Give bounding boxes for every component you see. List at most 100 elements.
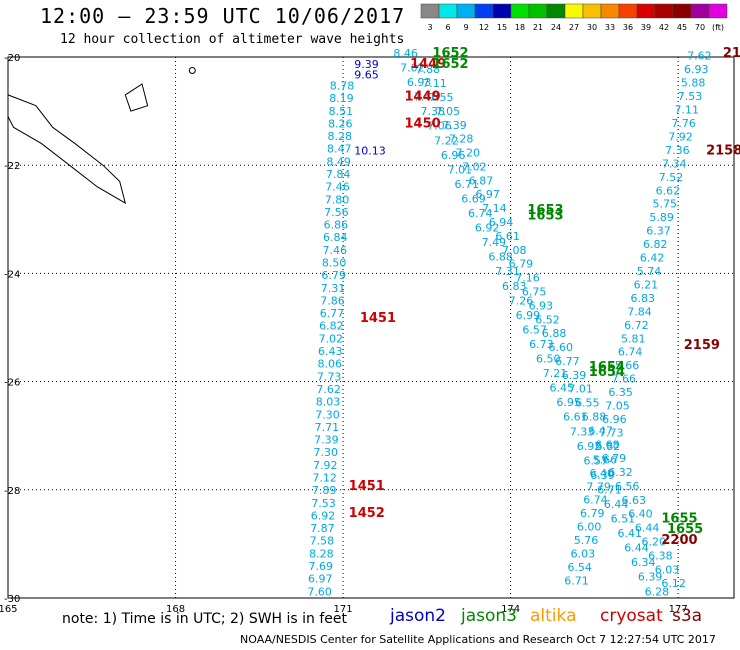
track-label-jason3: 1652 bbox=[432, 57, 468, 72]
colorbar-swatch bbox=[474, 3, 494, 19]
plot-frame bbox=[7, 56, 735, 599]
track-label-jason3: 1652 bbox=[432, 46, 468, 61]
swh-value-diag-a: 6.73 bbox=[529, 338, 554, 351]
colorbar-swatch bbox=[510, 3, 530, 19]
swh-value-right: 5.66 bbox=[615, 359, 640, 372]
swh-value-diag-b: 7.55 bbox=[429, 91, 454, 104]
swh-value-left: 8.28 bbox=[328, 130, 353, 143]
swh-value-right: 7.34 bbox=[662, 157, 687, 170]
colorbar-label: 33 bbox=[605, 23, 615, 32]
swh-value-left: 7.12 bbox=[312, 471, 337, 484]
swh-value-left: 7.30 bbox=[314, 446, 339, 459]
swh-value-right: 6.54 bbox=[567, 561, 592, 574]
swh-value-left: 7.46 bbox=[322, 244, 347, 257]
swh-value-diag-b: 7.08 bbox=[502, 244, 527, 257]
swh-value-diag-a: 8.46 bbox=[393, 47, 418, 60]
swh-value-left: 6.97 bbox=[308, 573, 333, 586]
track-label-cryosat: 1452 bbox=[349, 506, 385, 521]
swh-value-diag-a: 7.26 bbox=[509, 294, 534, 307]
colorbar-swatch bbox=[636, 3, 656, 19]
swh-value-diag-a: 6.74 bbox=[468, 207, 493, 220]
swh-value-diag-b: 6.68 bbox=[595, 438, 620, 451]
y-tick-label: -24 bbox=[4, 269, 20, 280]
swh-value-diag-a: 7.02 bbox=[400, 62, 425, 75]
swh-value-diag-a: 6.51 bbox=[611, 513, 636, 526]
swh-value-diag-a: 6.39 bbox=[638, 571, 663, 584]
swh-value-right: 7.92 bbox=[668, 130, 693, 143]
x-tick-label: 168 bbox=[166, 604, 185, 615]
swh-value-diag-a: 6.44 bbox=[624, 542, 649, 555]
colorbar-swatch bbox=[690, 3, 710, 19]
swh-value-diag-b: 6.38 bbox=[648, 549, 673, 562]
swh-value-diag-b: 6.32 bbox=[608, 466, 633, 479]
swh-value-left: 7.86 bbox=[320, 294, 345, 307]
swh-value-left: 8.78 bbox=[330, 79, 355, 92]
swh-value-diag-a: 6.88 bbox=[488, 251, 513, 264]
swh-value-left: 6.79 bbox=[321, 269, 346, 282]
swh-value-right: 6.72 bbox=[624, 319, 649, 332]
swh-value-left: 6.43 bbox=[318, 345, 343, 358]
swh-value-diag-b: 6.79 bbox=[602, 452, 627, 465]
swh-value-left: 7.39 bbox=[314, 434, 339, 447]
swh-value-left: 6.77 bbox=[320, 307, 345, 320]
colorbar-label: 21 bbox=[533, 23, 543, 32]
swh-value-diag-b: 6.61 bbox=[495, 230, 519, 243]
swh-value-diag-b: 6.60 bbox=[549, 341, 574, 354]
track-label-s3a: 2158 bbox=[706, 143, 740, 158]
swh-value-right: 7.84 bbox=[627, 305, 652, 318]
swh-value-right: 5.88 bbox=[681, 77, 706, 90]
y-tick-label: -20 bbox=[4, 53, 20, 64]
colorbar-swatch bbox=[456, 3, 476, 19]
swh-value-diag-a: 7.49 bbox=[482, 236, 507, 249]
swh-value-left: 8.19 bbox=[329, 92, 354, 105]
colorbar-label: 30 bbox=[587, 23, 597, 32]
swh-value-left: 7.02 bbox=[319, 332, 344, 345]
swh-value-left: 6.92 bbox=[311, 509, 336, 522]
swh-value-diag-a: 6.44 bbox=[604, 498, 629, 511]
track-label-s3a: 2200 bbox=[661, 533, 697, 548]
colorbar-swatch bbox=[564, 3, 584, 19]
swh-value-right: 5.74 bbox=[637, 265, 662, 278]
swh-value-right: 7.05 bbox=[605, 400, 630, 413]
colorbar-label: 12 bbox=[479, 23, 489, 32]
colorbar-label: 27 bbox=[569, 23, 579, 32]
track-label-jason2: 9.65 bbox=[354, 69, 379, 82]
swh-value-right: 5.81 bbox=[621, 332, 646, 345]
swh-value-right: 6.83 bbox=[630, 292, 655, 305]
track-label-jason3: 1655 bbox=[667, 522, 703, 537]
swh-value-diag-b: 6.63 bbox=[622, 494, 647, 507]
swh-value-diag-b: 6.52 bbox=[535, 313, 560, 326]
swh-value-diag-a: 6.57 bbox=[584, 454, 609, 467]
swh-value-left: 8.49 bbox=[326, 155, 351, 168]
swh-value-diag-a: 6.99 bbox=[516, 309, 541, 322]
swh-value-left: 7.73 bbox=[317, 370, 342, 383]
swh-value-right: 6.82 bbox=[643, 238, 668, 251]
swh-value-diag-a: 7.31 bbox=[495, 265, 520, 278]
coastline bbox=[7, 94, 127, 205]
swh-value-diag-a: 7.38 bbox=[421, 105, 446, 118]
track-label-s3a: 2159 bbox=[684, 338, 720, 353]
track-label-jason3: 1654 bbox=[589, 365, 625, 380]
swh-value-diag-b: 6.44 bbox=[635, 522, 660, 535]
track-label-cryosat: 1451 bbox=[349, 479, 385, 494]
x-tick-label: 165 bbox=[0, 604, 18, 615]
swh-value-diag-b: 7.16 bbox=[515, 272, 540, 285]
swh-value-diag-b: 7.39 bbox=[442, 119, 467, 132]
swh-value-left: 7.58 bbox=[310, 535, 335, 548]
swh-value-left: 7.89 bbox=[312, 484, 337, 497]
track-label-cryosat: 1449 bbox=[410, 57, 446, 72]
swh-value-left: 7.46 bbox=[325, 181, 350, 194]
chart-title: 12:00 — 23:59 UTC 10/06/2017 bbox=[40, 4, 406, 28]
island-outline bbox=[188, 67, 196, 75]
swh-value-left: 7.56 bbox=[324, 206, 349, 219]
swh-value-diag-a: 7.33 bbox=[570, 425, 595, 438]
swh-value-diag-b: 6.77 bbox=[555, 355, 580, 368]
colorbar-swatch bbox=[618, 3, 638, 19]
swh-value-diag-a: 6.92 bbox=[577, 440, 602, 453]
swh-value-diag-b: 6.79 bbox=[509, 258, 533, 271]
x-tick-label: 171 bbox=[334, 604, 353, 615]
swh-value-right: 6.21 bbox=[634, 278, 659, 291]
colorbar-swatch bbox=[438, 3, 458, 19]
swh-value-diag-a: 6.34 bbox=[631, 556, 656, 569]
swh-value-diag-a: 6.71 bbox=[454, 178, 479, 191]
